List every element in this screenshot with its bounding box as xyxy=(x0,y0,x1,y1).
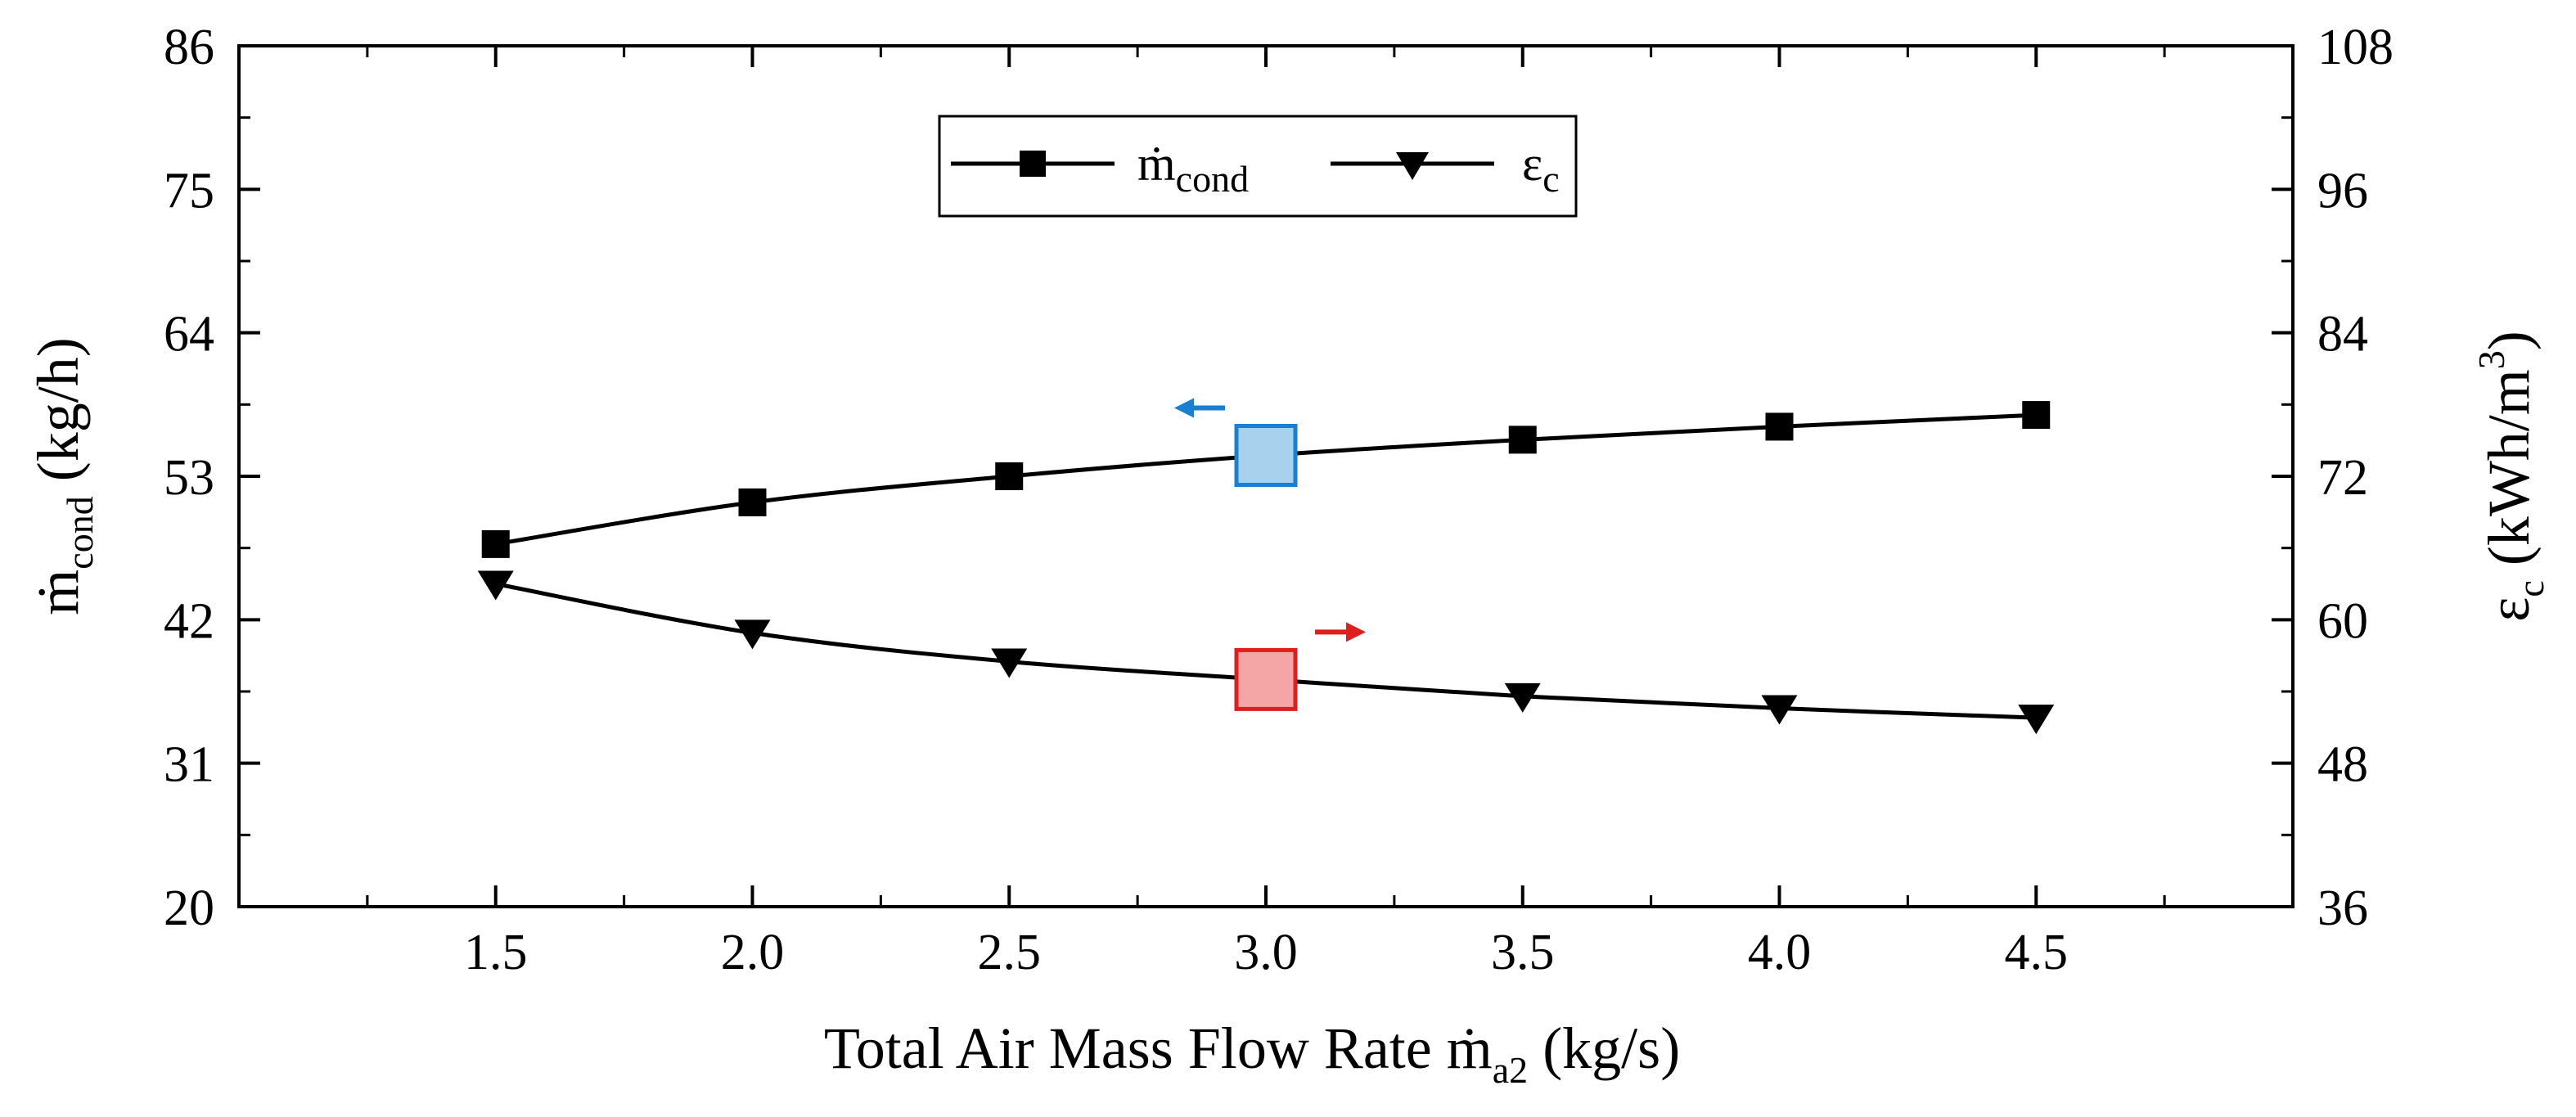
data-point-m-cond xyxy=(1765,412,1794,441)
data-point-eps-c xyxy=(734,619,771,650)
x-tick-label: 4.5 xyxy=(2005,925,2069,980)
legend-marker-triangle xyxy=(1396,152,1429,180)
x-tick-label: 2.0 xyxy=(721,925,785,980)
axis-ticks: 1.5 2.0 2.5 3.0 3.5 4.0 4.5 20 31 42 53 64 75 86 36 48 6… xyxy=(164,20,2394,980)
data-point-eps-c xyxy=(477,570,514,601)
y-left-axis-title: ṁcond (kg/h) xyxy=(25,337,101,615)
highlight-markers xyxy=(1174,398,1366,711)
data-point-m-cond xyxy=(2022,401,2051,430)
y-left-tick-label: 75 xyxy=(164,163,214,218)
data-point-m-cond xyxy=(481,529,510,558)
legend-label-eps-c: εc xyxy=(1522,137,1560,200)
data-point-m-cond xyxy=(738,488,767,516)
y-left-tick-label: 42 xyxy=(164,593,214,649)
data-point-eps-c xyxy=(1504,682,1541,713)
x-tick-label: 3.0 xyxy=(1234,925,1298,980)
arrow-head xyxy=(1346,622,1366,642)
x-tick-label: 4.0 xyxy=(1748,925,1812,980)
data-point-eps-c xyxy=(2018,705,2055,735)
y-right-tick-label: 84 xyxy=(2317,307,2368,363)
y-right-tick-label: 96 xyxy=(2317,163,2368,218)
y-right-tick-label: 60 xyxy=(2317,593,2368,649)
arrow-head xyxy=(1174,398,1194,418)
data-point-eps-c xyxy=(1761,695,1798,725)
highlight-box-m-cond xyxy=(1234,423,1298,487)
y-left-tick-label: 64 xyxy=(164,307,214,363)
x-tick-label: 1.5 xyxy=(464,925,528,980)
y-left-tick-label: 86 xyxy=(164,20,214,75)
y-left-tick-label: 53 xyxy=(164,450,214,506)
x-axis-title: Total Air Mass Flow Rate ṁa2 (kg/s) xyxy=(824,1016,1680,1091)
y-right-tick-label: 72 xyxy=(2317,450,2368,506)
y-left-tick-label: 31 xyxy=(164,737,214,793)
data-point-m-cond xyxy=(1508,426,1537,454)
axis-arrow-left xyxy=(1174,398,1225,418)
y-right-tick-label: 108 xyxy=(2317,20,2394,75)
y-left-tick-label: 20 xyxy=(164,881,214,936)
legend: ṁcond εc xyxy=(938,115,1578,218)
y-right-tick-label: 36 xyxy=(2317,881,2368,936)
y-right-axis-title: εc (kWh/m3) xyxy=(2470,331,2551,622)
axis-arrow-right xyxy=(1315,622,1366,642)
y-right-tick-label: 48 xyxy=(2317,737,2368,793)
legend-marker-square xyxy=(1020,151,1046,177)
data-point-m-cond xyxy=(995,462,1024,490)
highlight-box-eps-c xyxy=(1234,647,1298,711)
x-tick-label: 3.5 xyxy=(1491,925,1555,980)
data-point-eps-c xyxy=(991,648,1028,678)
legend-label-m-cond: ṁcond xyxy=(1137,137,1249,200)
x-tick-label: 2.5 xyxy=(978,925,1042,980)
